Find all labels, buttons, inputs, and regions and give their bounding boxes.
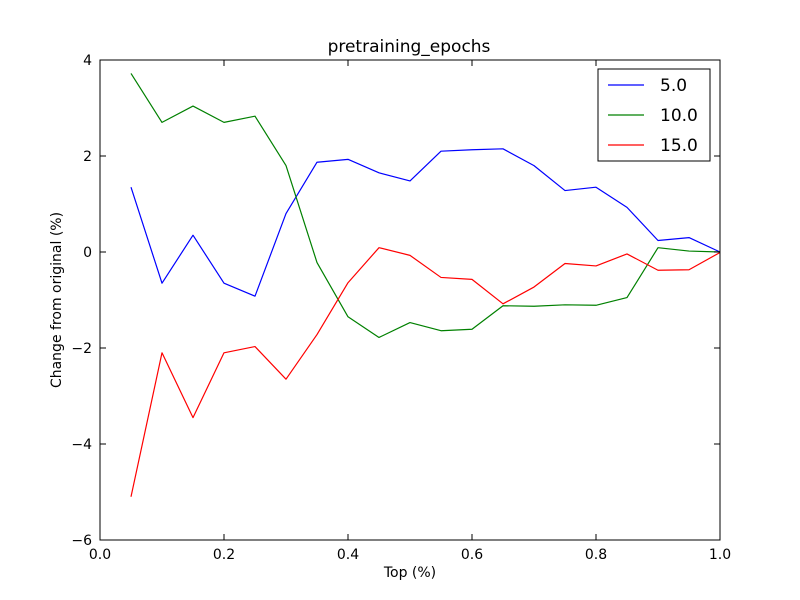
- series-line-1: [130, 73, 721, 339]
- x-tick-label: 0.0: [89, 547, 111, 563]
- x-axis-label: Top (%): [383, 565, 436, 581]
- ticks-layer: 0.0 0.2 0.4 0.6 0.8 1.0 −6 −4 −2 0 2 4: [71, 53, 731, 563]
- y-tick-label: 2: [83, 149, 92, 165]
- y-tick-label: −4: [71, 437, 92, 453]
- y-tick-label: −6: [71, 533, 92, 549]
- x-tick-label: 0.6: [461, 547, 483, 563]
- x-tick-label: 0.8: [585, 547, 607, 563]
- legend-label-0: 5.0: [660, 76, 687, 96]
- legend-label-2: 15.0: [660, 136, 698, 156]
- x-tick-label: 0.2: [213, 547, 235, 563]
- plot-frame: [99, 59, 721, 541]
- y-tick-label: 0: [83, 245, 92, 261]
- x-tick-label: 1.0: [709, 547, 731, 563]
- series-line-2: [130, 247, 721, 497]
- legend: 5.0 10.0 15.0: [597, 68, 711, 162]
- y-tick-label: 4: [83, 53, 92, 69]
- y-axis-label: Change from original (%): [49, 212, 65, 388]
- series-line-0: [130, 148, 721, 297]
- chart-title: pretraining_epochs: [328, 37, 491, 57]
- series-layer: [130, 73, 721, 497]
- y-tick-label: −2: [71, 341, 92, 357]
- legend-label-1: 10.0: [660, 106, 698, 126]
- x-tick-label: 0.4: [337, 547, 359, 563]
